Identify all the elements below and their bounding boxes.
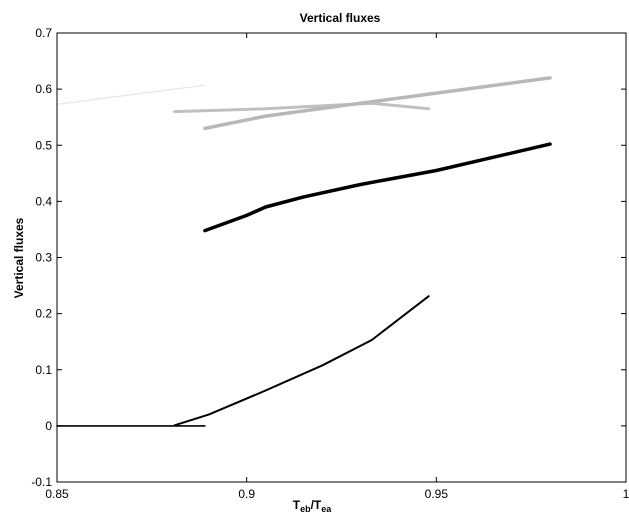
series-line-1 [56, 84, 206, 105]
x-axis-label-subscript-1: eb [300, 504, 311, 514]
x-tick-label: 0.9 [238, 487, 255, 501]
x-axis-label: Teb/Tea [293, 498, 333, 514]
y-axis-ticks: -0.1 0 0.1 0.2 0.3 0.4 0.5 0.6 0.7 [31, 26, 626, 489]
chart-title: Vertical fluxes [300, 11, 381, 25]
series-line-3 [203, 76, 552, 131]
series-line-6 [173, 295, 430, 427]
y-tick-label: 0.1 [35, 363, 52, 377]
y-axis-label: Vertical fluxes [12, 217, 26, 298]
x-axis-label-main: T [293, 498, 301, 512]
y-tick-label: -0.1 [31, 475, 52, 489]
series-layer [56, 76, 552, 427]
x-axis-label-separator: /T [311, 498, 322, 512]
y-tick-label: 0.4 [35, 194, 52, 208]
x-axis-ticks: 0.85 0.9 0.95 1 [45, 33, 629, 501]
y-tick-label: 0.6 [35, 82, 52, 96]
series-line-4 [203, 142, 552, 233]
x-tick-label: 0.85 [45, 487, 69, 501]
y-tick-label: 0.2 [35, 307, 52, 321]
y-tick-label: 0.5 [35, 138, 52, 152]
series-line-2 [173, 101, 431, 114]
x-tick-label: 0.95 [425, 487, 449, 501]
y-tick-label: 0 [45, 419, 52, 433]
x-axis-label-subscript-2: ea [321, 504, 332, 514]
y-tick-label: 0.7 [35, 26, 52, 40]
y-tick-label: 0.3 [35, 251, 52, 265]
x-tick-label: 1 [623, 487, 629, 501]
